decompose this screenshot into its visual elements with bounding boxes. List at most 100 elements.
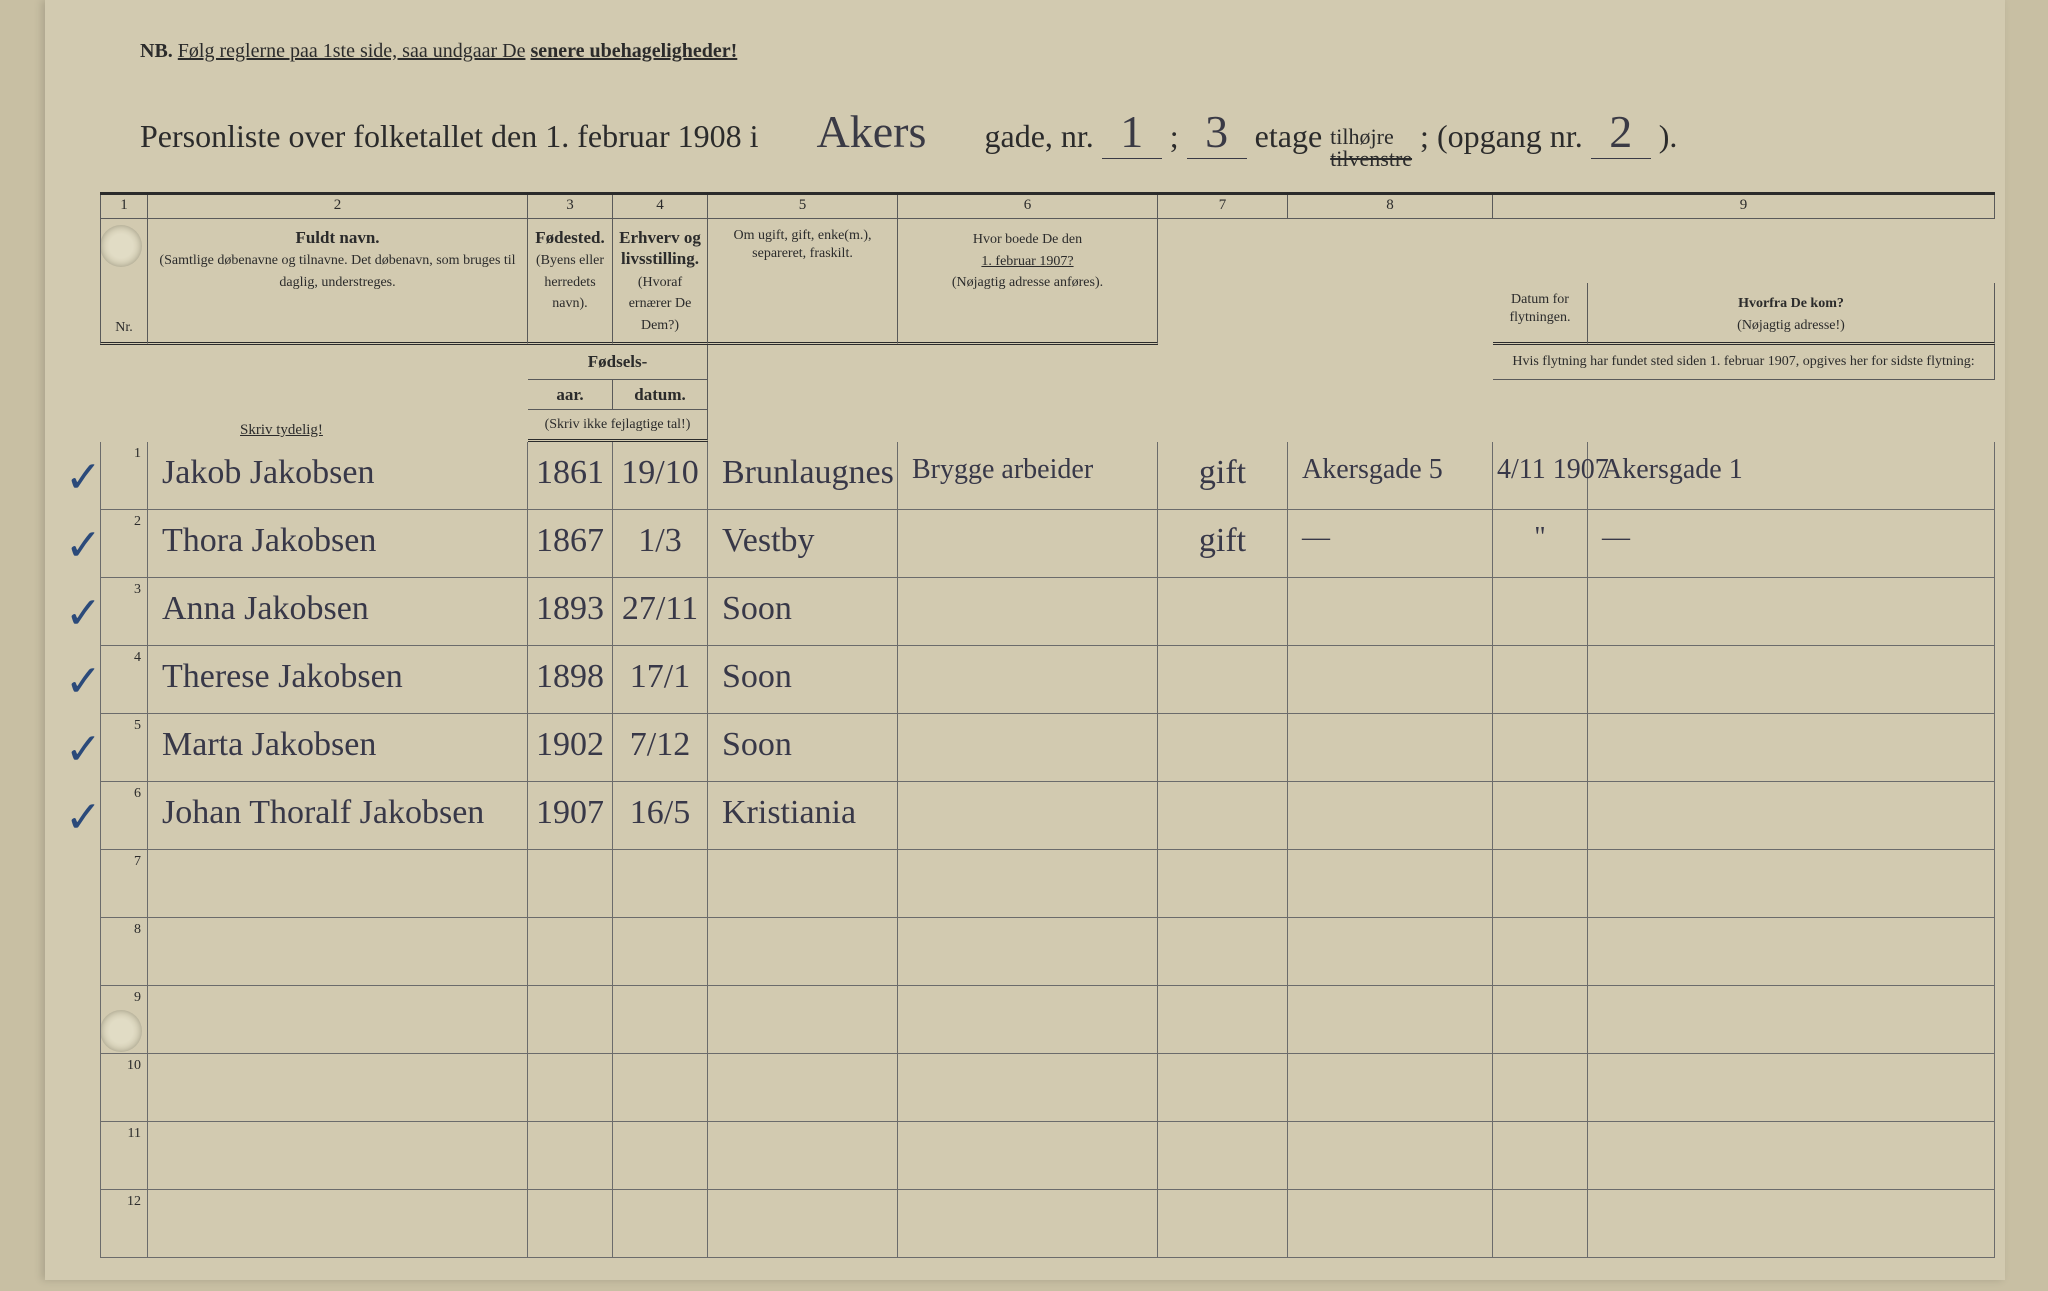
cell-occupation bbox=[898, 510, 1158, 578]
title-prefix: Personliste over folketallet den 1. febr… bbox=[140, 118, 758, 155]
cell-name: Therese Jakobsen bbox=[148, 646, 528, 714]
table-row: ✓3Anna Jakobsen189327/11Soon bbox=[100, 578, 1995, 646]
hdr-erhverv-t: Erhverv og livsstilling. bbox=[619, 228, 701, 268]
title-line: Personliste over folketallet den 1. febr… bbox=[140, 105, 1960, 173]
cell-occupation bbox=[898, 1190, 1158, 1258]
coln-3: 3 bbox=[528, 195, 613, 219]
cell-date: 17/1 bbox=[613, 646, 708, 714]
cell-move-date bbox=[1493, 986, 1588, 1054]
cell-name: Marta Jakobsen bbox=[148, 714, 528, 782]
cell-from bbox=[1588, 986, 1995, 1054]
coln-4: 4 bbox=[613, 195, 708, 219]
cell-prev-address: — bbox=[1288, 510, 1493, 578]
cell-name: Jakob Jakobsen bbox=[148, 442, 528, 510]
column-numbers: 1 2 3 4 5 6 7 8 9 bbox=[100, 195, 1995, 219]
cell-status bbox=[1158, 1054, 1288, 1122]
cell-status bbox=[1158, 918, 1288, 986]
cell-name: Thora Jakobsen bbox=[148, 510, 528, 578]
skriv-tydelig-label: Skriv tydelig! bbox=[240, 422, 323, 439]
hdr-name-sub: (Samtlige døbenavne og tilnavne. Det døb… bbox=[159, 253, 515, 290]
cell-from bbox=[1588, 1190, 1995, 1258]
cell-prev-address bbox=[1288, 1122, 1493, 1190]
cell-name bbox=[148, 1054, 528, 1122]
cell-birthplace bbox=[708, 850, 898, 918]
cell-status: gift bbox=[1158, 510, 1288, 578]
cell-name bbox=[148, 850, 528, 918]
cell-birthplace bbox=[708, 986, 898, 1054]
cell-occupation bbox=[898, 646, 1158, 714]
hdr-aar: aar. bbox=[528, 380, 613, 410]
table-row: 12 bbox=[100, 1190, 1995, 1258]
cell-date: 7/12 bbox=[613, 714, 708, 782]
cell-prev-address: Akersgade 5 bbox=[1288, 442, 1493, 510]
cell-move-date bbox=[1493, 578, 1588, 646]
hdr-fodested: Fødested. (Byens eller herredets navn). bbox=[528, 219, 613, 345]
coln-1: 1 bbox=[100, 195, 148, 219]
hdr-flyt-fra-t: Hvorfra De kom? bbox=[1738, 296, 1844, 311]
hdr-boede-d: 1. februar 1907? bbox=[981, 254, 1073, 269]
cell-year bbox=[528, 1122, 613, 1190]
census-page: NB. Følg reglerne paa 1ste side, saa und… bbox=[45, 0, 2005, 1280]
cell-birthplace bbox=[708, 1190, 898, 1258]
hdr-fodsels: Fødsels- bbox=[528, 345, 708, 380]
cell-status: gift bbox=[1158, 442, 1288, 510]
cell-status bbox=[1158, 714, 1288, 782]
check-mark: ✓ bbox=[65, 724, 102, 775]
cell-move-date bbox=[1493, 646, 1588, 714]
cell-date bbox=[613, 1054, 708, 1122]
cell-date: 1/3 bbox=[613, 510, 708, 578]
cell-from bbox=[1588, 578, 1995, 646]
cell-prev-address bbox=[1288, 986, 1493, 1054]
table-row: ✓2Thora Jakobsen18671/3Vestbygift—"— bbox=[100, 510, 1995, 578]
street-name: Akers bbox=[766, 105, 976, 158]
cell-occupation bbox=[898, 850, 1158, 918]
cell-prev-address bbox=[1288, 646, 1493, 714]
hdr-datum: datum. bbox=[613, 380, 708, 410]
cell-birthplace: Soon bbox=[708, 646, 898, 714]
row-number: ✓3 bbox=[100, 578, 148, 646]
row-number: 12 bbox=[100, 1190, 148, 1258]
coln-6: 6 bbox=[898, 195, 1158, 219]
cell-date bbox=[613, 1190, 708, 1258]
check-mark: ✓ bbox=[65, 452, 102, 503]
hdr-flyt-fra-s: (Nøjagtig adresse!) bbox=[1737, 318, 1845, 333]
semicolon: ; bbox=[1170, 118, 1179, 155]
side-bottom: tilvenstre bbox=[1330, 148, 1412, 170]
cell-move-date: " bbox=[1493, 510, 1588, 578]
cell-name bbox=[148, 918, 528, 986]
cell-status bbox=[1158, 782, 1288, 850]
hdr-fodested-s: (Byens eller herredets navn). bbox=[536, 253, 604, 311]
cell-status bbox=[1158, 1122, 1288, 1190]
hdr-boede: Hvor boede De den 1. februar 1907? (Nøja… bbox=[898, 219, 1158, 345]
coln-7: 7 bbox=[1158, 195, 1288, 219]
side-top: tilhøjre bbox=[1330, 126, 1412, 148]
cell-occupation bbox=[898, 714, 1158, 782]
cell-birthplace: Soon bbox=[708, 578, 898, 646]
cell-name bbox=[148, 986, 528, 1054]
coln-9: 9 bbox=[1493, 195, 1995, 219]
cell-occupation bbox=[898, 1054, 1158, 1122]
hdr-status: Om ugift, gift, enke(m.), separeret, fra… bbox=[708, 219, 898, 345]
cell-occupation bbox=[898, 918, 1158, 986]
etage-label: etage bbox=[1255, 118, 1323, 155]
cell-year: 1893 bbox=[528, 578, 613, 646]
table-row: 10 bbox=[100, 1054, 1995, 1122]
table-row: ✓5Marta Jakobsen19027/12Soon bbox=[100, 714, 1995, 782]
cell-date bbox=[613, 986, 708, 1054]
cell-move-date bbox=[1493, 1122, 1588, 1190]
cell-from bbox=[1588, 850, 1995, 918]
coln-2: 2 bbox=[148, 195, 528, 219]
cell-prev-address bbox=[1288, 1054, 1493, 1122]
cell-from: — bbox=[1588, 510, 1995, 578]
cell-from bbox=[1588, 1122, 1995, 1190]
cell-year bbox=[528, 1190, 613, 1258]
hdr-flyt-fra: Hvorfra De kom? (Nøjagtig adresse!) bbox=[1588, 283, 1995, 345]
row-number: 8 bbox=[100, 918, 148, 986]
hdr-boede-s: (Nøjagtig adresse anføres). bbox=[952, 275, 1103, 290]
nb-bold: senere ubehageligheder! bbox=[530, 40, 737, 62]
cell-name bbox=[148, 1190, 528, 1258]
hdr-erhverv-s: (Hvoraf ernærer De Dem?) bbox=[629, 275, 692, 333]
cell-date bbox=[613, 918, 708, 986]
cell-name: Anna Jakobsen bbox=[148, 578, 528, 646]
hdr-flyt-datum: Datum for flytningen. bbox=[1493, 283, 1588, 345]
